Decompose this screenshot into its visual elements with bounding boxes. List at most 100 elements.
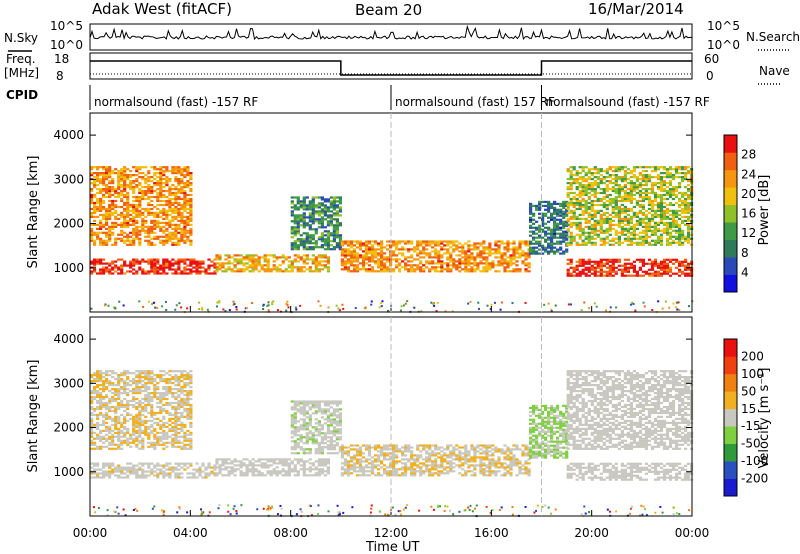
heatmap-cell xyxy=(343,254,347,257)
heatmap-cell xyxy=(684,201,688,205)
heatmap-cell xyxy=(186,203,190,207)
freq-panel xyxy=(89,52,693,80)
heatmap-cell xyxy=(416,266,420,269)
heatmap-cell xyxy=(117,193,121,197)
heatmap-cell xyxy=(174,186,178,189)
heatmap-cell xyxy=(668,241,673,244)
heatmap-cell xyxy=(132,191,136,195)
heatmap-cell xyxy=(227,260,231,263)
heatmap-cell xyxy=(553,220,557,223)
heatmap-cell xyxy=(629,227,633,230)
heatmap-cell xyxy=(132,209,136,212)
heatmap-cell xyxy=(547,228,551,231)
heatmap-cell xyxy=(201,470,205,473)
heatmap-cell xyxy=(129,264,133,267)
heatmap-cell xyxy=(159,172,163,175)
heatmap-cell xyxy=(308,452,312,455)
heatmap-cell xyxy=(263,260,267,263)
heatmap-cell xyxy=(479,244,483,247)
heatmap-cell xyxy=(410,264,414,267)
heatmap-cell xyxy=(162,470,166,473)
heatmap-cell xyxy=(120,264,124,267)
heatmap-cell xyxy=(323,206,327,209)
heatmap-cell xyxy=(455,240,459,243)
heatmap-cell xyxy=(518,244,522,247)
heatmap-cell xyxy=(590,235,594,238)
heatmap-cell xyxy=(343,252,347,255)
heatmap-cell xyxy=(338,402,342,405)
heatmap-cell xyxy=(308,430,312,433)
heatmap-cell xyxy=(590,266,594,269)
heatmap-cell xyxy=(168,268,172,271)
heatmap-cell xyxy=(470,258,474,261)
heatmap-cell xyxy=(186,229,190,232)
heatmap-cell xyxy=(320,438,324,441)
heatmap-cell xyxy=(117,182,121,185)
heatmap-cell xyxy=(349,258,354,261)
heatmap-cell xyxy=(165,176,169,179)
heatmap-cell xyxy=(338,202,342,205)
heatmap-cell xyxy=(159,241,163,244)
heatmap-cell xyxy=(320,424,324,427)
heatmap-cell xyxy=(138,205,142,209)
heatmap-cell xyxy=(486,304,489,307)
heatmap-cell xyxy=(135,235,139,238)
heatmap-cell xyxy=(428,270,432,273)
heatmap-cell xyxy=(370,303,373,306)
heatmap-cell xyxy=(572,205,576,209)
heatmap-cell xyxy=(290,432,294,435)
heatmap-cell xyxy=(538,228,542,231)
heatmap-cell xyxy=(302,460,306,463)
heatmap-cell xyxy=(547,246,551,249)
heatmap-cell xyxy=(159,464,163,467)
heatmap-cell xyxy=(532,252,536,255)
heatmap-cell xyxy=(90,462,94,465)
heatmap-cell xyxy=(647,217,652,220)
heatmap-cell xyxy=(641,260,645,263)
heatmap-cell xyxy=(147,203,151,207)
heatmap-cell xyxy=(593,195,597,199)
heatmap-cell xyxy=(572,213,576,216)
heatmap-cell xyxy=(656,166,661,169)
heatmap-cell xyxy=(171,235,175,238)
heatmap-cell xyxy=(566,217,570,220)
heatmap-cell xyxy=(129,180,133,183)
heatmap-cell xyxy=(367,448,372,451)
heatmap-cell xyxy=(114,205,118,209)
heatmap-cell xyxy=(314,206,318,209)
heatmap-cell xyxy=(245,256,249,259)
heatmap-cell xyxy=(544,234,548,237)
heatmap-cell xyxy=(491,266,495,269)
heatmap-cell xyxy=(452,264,456,267)
heatmap-cell xyxy=(650,239,655,242)
heatmap-cell xyxy=(635,186,639,189)
heatmap-cell xyxy=(681,262,685,265)
heatmap-cell xyxy=(99,180,103,183)
heatmap-cell xyxy=(440,270,444,273)
heatmap-cell xyxy=(332,446,336,449)
heatmap-cell xyxy=(404,242,408,245)
heatmap-cell xyxy=(290,230,294,233)
heatmap-cell xyxy=(242,264,246,267)
heatmap-cell xyxy=(284,464,288,467)
heatmap-cell xyxy=(263,270,267,273)
heatmap-cell xyxy=(138,225,142,228)
heatmap-cell xyxy=(90,182,94,185)
heatmap-cell xyxy=(174,168,178,171)
heatmap-cell xyxy=(326,446,330,449)
heatmap-cell xyxy=(553,226,557,229)
heatmap-cell xyxy=(446,244,450,247)
heatmap-cell xyxy=(650,260,655,263)
heatmap-cell xyxy=(96,180,100,183)
heatmap-cell xyxy=(653,195,658,199)
heatmap-cell xyxy=(227,472,231,475)
heatmap-cell xyxy=(123,239,127,242)
heatmap-cell xyxy=(323,446,327,449)
heatmap-cell xyxy=(102,182,106,185)
heatmap-cell xyxy=(532,250,536,253)
heatmap-cell xyxy=(308,466,312,469)
heatmap-cell xyxy=(566,170,570,173)
heatmap-cell xyxy=(242,472,246,475)
heatmap-cell xyxy=(266,464,270,467)
heatmap-cell xyxy=(349,246,354,249)
